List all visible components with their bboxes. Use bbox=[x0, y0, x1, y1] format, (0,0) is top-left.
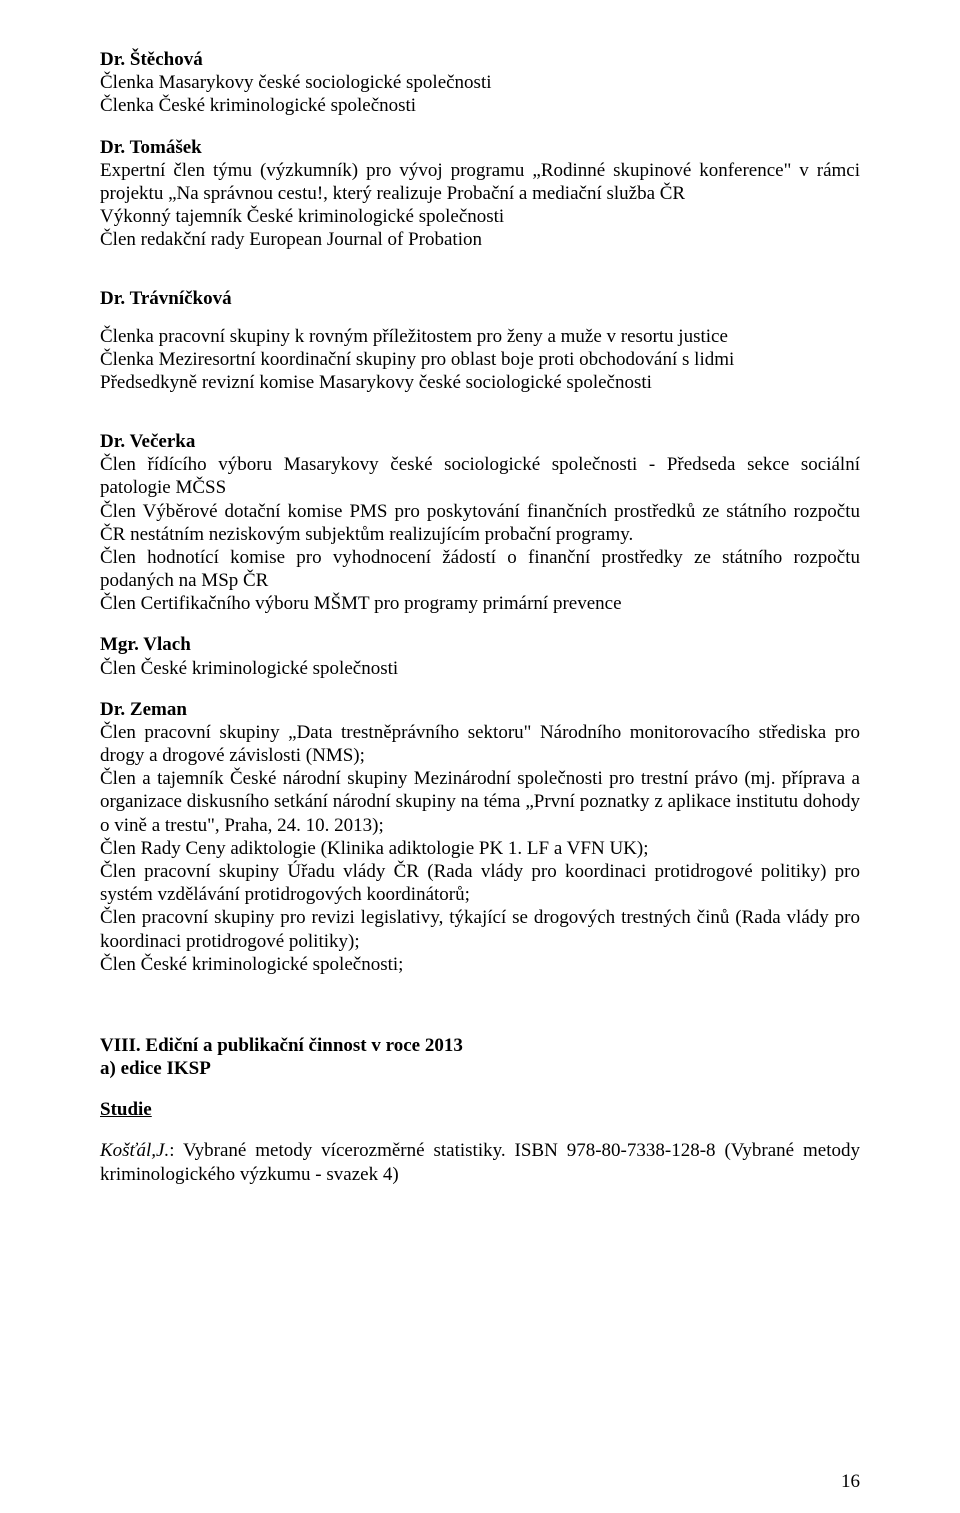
membership-line: Člen Rady Ceny adiktologie (Klinika adik… bbox=[100, 837, 860, 860]
membership-line: Členka pracovní skupiny k rovným příleži… bbox=[100, 325, 860, 348]
document-page: Dr. Štěchová Členka Masarykovy české soc… bbox=[0, 0, 960, 1513]
membership-line: Člen Certifikačního výboru MŠMT pro prog… bbox=[100, 592, 860, 615]
bibliography-entry: Košťál,J.: Vybrané metody vícerozměrné s… bbox=[100, 1139, 860, 1185]
membership-paragraph: Člen pracovní skupiny pro revizi legisla… bbox=[100, 906, 860, 952]
membership-paragraph: Člen pracovní skupiny Úřadu vlády ČR (Ra… bbox=[100, 860, 860, 906]
membership-paragraph: Člen pracovní skupiny „Data trestněprávn… bbox=[100, 721, 860, 767]
section-heading: VIII. Ediční a publikační činnost v roce… bbox=[100, 1034, 860, 1057]
person-name-stechova: Dr. Štěchová bbox=[100, 48, 860, 71]
membership-line: Předsedkyně revizní komise Masarykovy če… bbox=[100, 371, 860, 394]
bibliography-text: : Vybrané metody vícerozměrné statistiky… bbox=[100, 1140, 860, 1184]
author-italic: Košťál,J. bbox=[100, 1140, 169, 1161]
membership-paragraph: Expertní člen týmu (výzkumník) pro vývoj… bbox=[100, 159, 860, 205]
person-name-zeman: Dr. Zeman bbox=[100, 698, 860, 721]
person-name-travnickova: Dr. Trávníčková bbox=[100, 287, 860, 310]
section-subheading: a) edice IKSP bbox=[100, 1057, 860, 1080]
spacer bbox=[100, 269, 860, 287]
membership-line: Výkonný tajemník České kriminologické sp… bbox=[100, 205, 860, 228]
membership-paragraph: Člen a tajemník České národní skupiny Me… bbox=[100, 767, 860, 837]
membership-paragraph: Člen řídícího výboru Masarykovy české so… bbox=[100, 453, 860, 499]
spacer bbox=[100, 994, 860, 1034]
person-name-vlach: Mgr. Vlach bbox=[100, 633, 860, 656]
person-name-vecerka: Dr. Večerka bbox=[100, 430, 860, 453]
section-subtitle-studie: Studie bbox=[100, 1098, 860, 1121]
membership-line: Členka Masarykovy české sociologické spo… bbox=[100, 71, 860, 94]
membership-line: Člen České kriminologické společnosti; bbox=[100, 953, 860, 976]
page-number: 16 bbox=[841, 1470, 860, 1493]
membership-line: Členka Meziresortní koordinační skupiny … bbox=[100, 348, 860, 371]
membership-paragraph: Člen Výběrové dotační komise PMS pro pos… bbox=[100, 500, 860, 546]
membership-line: Člen redakční rady European Journal of P… bbox=[100, 228, 860, 251]
membership-line: Člen České kriminologické společnosti bbox=[100, 657, 860, 680]
author-name: Košťál,J. bbox=[100, 1140, 169, 1161]
person-name-tomasek: Dr. Tomášek bbox=[100, 136, 860, 159]
membership-paragraph: Člen hodnotící komise pro vyhodnocení žá… bbox=[100, 546, 860, 592]
spacer bbox=[100, 412, 860, 430]
membership-line: Členka České kriminologické společnosti bbox=[100, 94, 860, 117]
